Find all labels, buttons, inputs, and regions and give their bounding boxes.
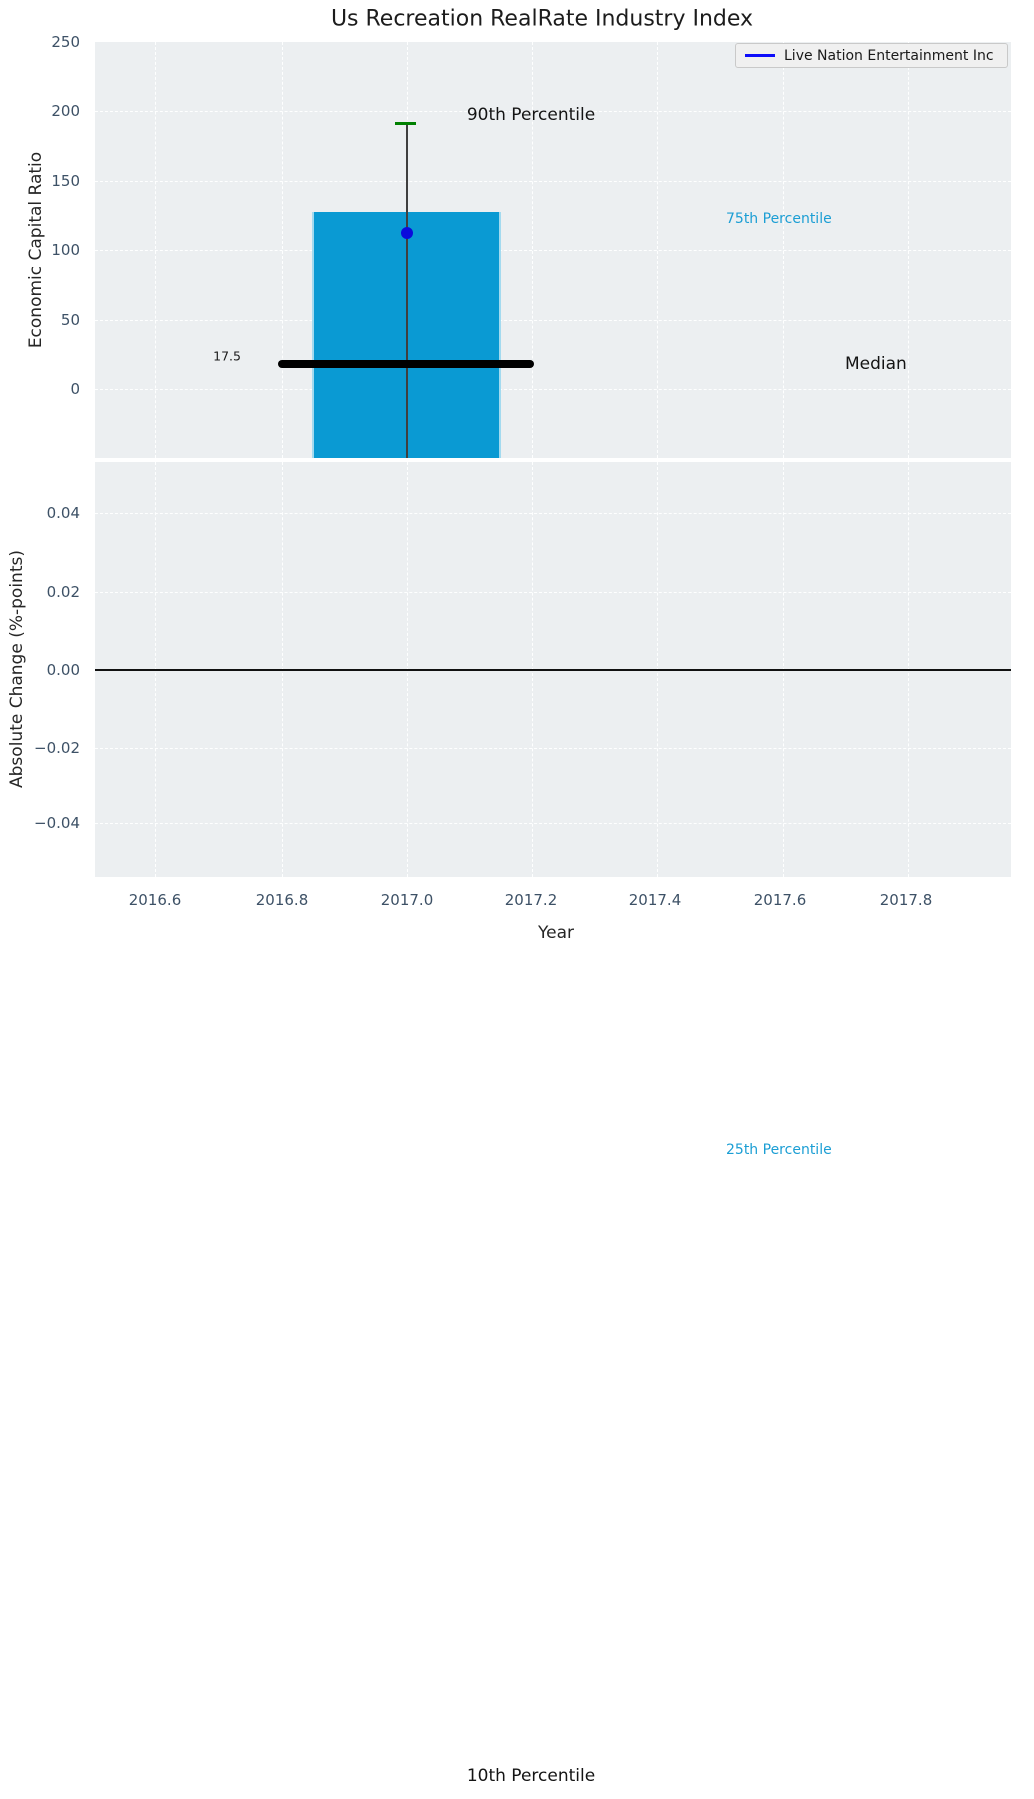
gridline (95, 748, 1011, 749)
y-tick: 250 (51, 33, 80, 51)
legend-line-sample (745, 54, 775, 57)
gridline (95, 250, 1011, 251)
y-tick: 0.00 (46, 661, 80, 679)
upper-axes (95, 42, 1011, 458)
x-tick: 2017.0 (380, 891, 434, 909)
legend-label: Live Nation Entertainment Inc (784, 47, 994, 64)
y-tick: 0.04 (46, 504, 80, 522)
y-tick: 150 (51, 172, 80, 190)
median-value-annotation: 17.5 (213, 348, 241, 364)
gridline (95, 513, 1011, 514)
lower-axes (95, 462, 1011, 877)
median-line (278, 360, 534, 368)
gridline (95, 181, 1011, 182)
p75-annotation: 75th Percentile (726, 211, 832, 227)
x-tick: 2017.8 (879, 891, 933, 909)
y-tick: 0 (70, 380, 80, 398)
y-tick: 50 (60, 311, 80, 329)
live-nation-point (401, 227, 413, 239)
y-tick: −0.02 (34, 739, 80, 757)
p90-annotation: 90th Percentile (466, 105, 596, 125)
whisker-line (406, 124, 408, 458)
y-tick: 100 (51, 241, 80, 259)
chart-title: Us Recreation RealRate Industry Index (330, 6, 754, 32)
gridline (95, 389, 1011, 390)
x-tick: 2016.8 (255, 891, 309, 909)
p25-annotation: 25th Percentile (726, 1142, 832, 1158)
median-annotation: Median (845, 354, 907, 374)
x-tick: 2017.2 (504, 891, 558, 909)
gridline (95, 592, 1011, 593)
gridline (95, 111, 1011, 112)
p90-marker (395, 122, 416, 125)
x-tick: 2017.6 (753, 891, 807, 909)
y-tick: −0.04 (34, 814, 80, 832)
gridline (95, 823, 1011, 824)
x-tick: 2017.4 (628, 891, 682, 909)
zero-reference-line (95, 669, 1011, 671)
legend: Live Nation Entertainment Inc (735, 43, 1008, 68)
y-tick: 200 (51, 102, 80, 120)
gridline (95, 320, 1011, 321)
x-tick: 2016.6 (128, 891, 182, 909)
y-tick: 0.02 (46, 583, 80, 601)
p10-annotation: 10th Percentile (466, 1766, 596, 1786)
x-axis-label: Year (538, 923, 574, 943)
